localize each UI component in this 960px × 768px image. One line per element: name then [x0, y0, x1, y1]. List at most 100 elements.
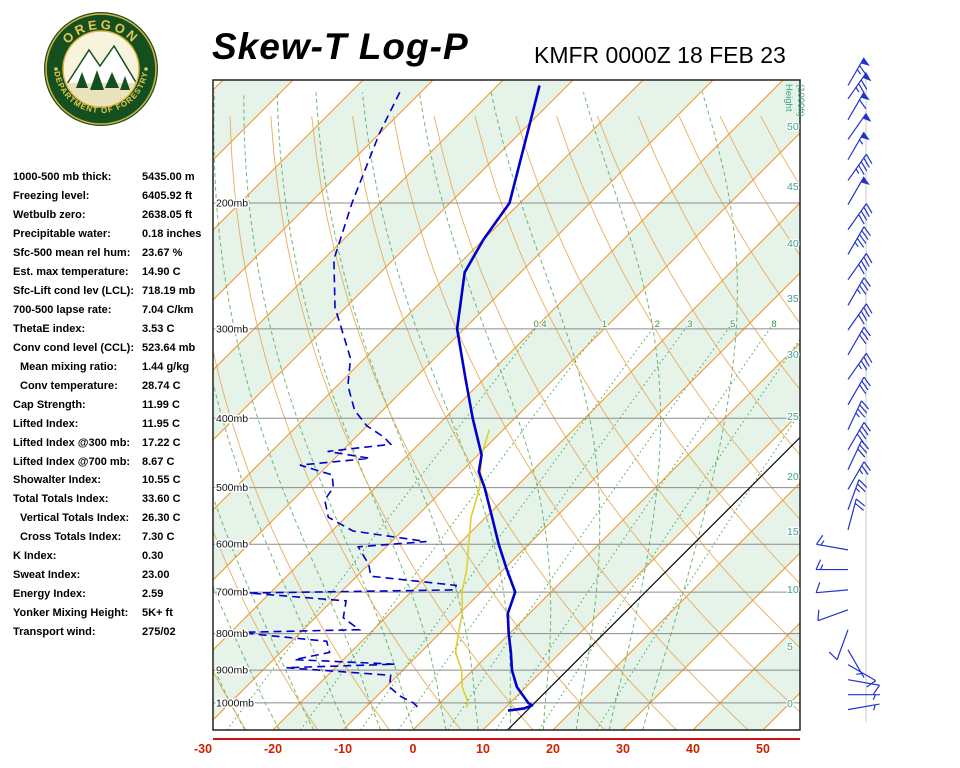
odf-logo-svg: OREGON DEPARTMENT OF FORESTRY: [44, 12, 158, 126]
svg-text:800mb: 800mb: [216, 628, 248, 640]
max-temp-line: [507, 436, 800, 730]
index-label: Showalter Index:: [13, 474, 102, 487]
index-value: 26.30 C: [142, 512, 181, 525]
svg-text:700mb: 700mb: [216, 587, 248, 599]
index-row: Transport wind: 275/02: [13, 623, 213, 642]
index-label: Lifted Index @300 mb:: [13, 436, 131, 449]
svg-text:2: 2: [655, 319, 660, 330]
index-row: Mean mixing ratio: 1.44 g/kg: [13, 357, 213, 376]
index-value: 5435.00 m: [142, 171, 195, 184]
index-label: Transport wind:: [13, 625, 96, 638]
index-label: Conv temperature:: [20, 379, 118, 392]
background-bands: [213, 80, 800, 730]
svg-text:0: 0: [410, 742, 417, 756]
index-value: 7.30 C: [142, 531, 175, 544]
odf-logo: OREGON DEPARTMENT OF FORESTRY: [42, 10, 160, 128]
logo-tree: [90, 70, 104, 90]
height-axis-title: (1000ft): [795, 84, 806, 117]
index-row: ThetaE index: 3.53 C: [13, 320, 213, 339]
svg-text:200mb: 200mb: [216, 198, 248, 210]
index-value: 7.04 C/km: [142, 304, 194, 317]
index-row: Total Totals Index: 33.60 C: [13, 490, 213, 509]
mixing-ratio-labels: 0.4 1 2 3 5 8: [532, 318, 778, 332]
index-row: Cross Totals Index: 7.30 C: [13, 528, 213, 547]
mixing-ratio-lines: [226, 319, 800, 730]
svg-text:25: 25: [787, 411, 799, 423]
index-value: 2.59: [142, 588, 164, 601]
index-label: Lifted Index @700 mb:: [13, 455, 131, 468]
index-value: 33.60 C: [142, 493, 181, 506]
index-row: Cap Strength: 11.99 C: [13, 395, 213, 414]
logo-gold-ring-outer: [45, 13, 157, 125]
plot-area: [213, 80, 800, 730]
index-label: Cross Totals Index:: [20, 531, 122, 544]
index-value: 23.67 %: [142, 247, 183, 260]
index-value: 23.00: [142, 569, 170, 582]
index-label: Conv cond level (CCL):: [13, 341, 135, 354]
index-row: Sfc-Lift cond lev (LCL): 718.19 mb: [13, 282, 213, 301]
index-label: Total Totals Index:: [13, 493, 109, 506]
index-value: 2638.05 ft: [142, 209, 193, 222]
index-row: Energy Index: 2.59: [13, 585, 213, 604]
svg-text:-10: -10: [334, 742, 352, 756]
indices-panel: 1000-500 mb thick: 5435.00 m Freezing leve…: [13, 168, 213, 641]
svg-text:40: 40: [686, 742, 700, 756]
svg-text:300mb: 300mb: [216, 323, 248, 335]
svg-text:600mb: 600mb: [216, 539, 248, 551]
index-value: 5K+ ft: [142, 607, 173, 620]
svg-text:20: 20: [787, 471, 799, 483]
index-row: Lifted Index @700 mb: 8.67 C: [13, 452, 213, 471]
index-label: Energy Index:: [13, 588, 86, 601]
index-row: Wetbulb zero: 2638.05 ft: [13, 206, 213, 225]
svg-text:0.4: 0.4: [534, 319, 547, 330]
station-datetime: KMFR 0000Z 18 FEB 23: [534, 42, 786, 68]
index-label: Lifted Index:: [13, 417, 79, 430]
wind-barbs: [815, 57, 881, 711]
index-row: 1000-500 mb thick: 5435.00 m: [13, 168, 213, 187]
index-row: Conv cond level (CCL): 523.64 mb: [13, 338, 213, 357]
isotherms: [213, 80, 800, 730]
index-label: 700-500 lapse rate:: [13, 304, 112, 317]
logo-tree: [120, 76, 130, 90]
index-row: Showalter Index: 10.55 C: [13, 471, 213, 490]
index-row: Vertical Totals Index: 26.30 C: [13, 509, 213, 528]
index-value: 3.53 C: [142, 322, 175, 335]
svg-text:20: 20: [546, 742, 560, 756]
page-title: Skew-T Log-P: [212, 26, 469, 67]
index-value: 275/02: [142, 625, 176, 638]
svg-text:5: 5: [730, 319, 735, 330]
dewpoint-profile: [237, 91, 458, 709]
index-row: Precipitable water: 0.18 inches: [13, 225, 213, 244]
index-value: 523.64 mb: [142, 341, 196, 354]
svg-text:400mb: 400mb: [216, 413, 248, 425]
svg-text:50: 50: [756, 742, 770, 756]
logo-ground: [64, 83, 138, 106]
index-value: 718.19 mb: [142, 285, 196, 298]
index-value: 17.22 C: [142, 436, 181, 449]
svg-text:5: 5: [787, 641, 793, 653]
svg-text:500mb: 500mb: [216, 482, 248, 494]
index-value: 11.99 C: [142, 398, 180, 411]
plot-border: [212, 79, 801, 731]
svg-text:30: 30: [787, 349, 799, 361]
index-row: Yonker Mixing Height: 5K+ ft: [13, 604, 213, 623]
index-value: 11.95 C: [142, 417, 180, 430]
index-label: Sfc-500 mean rel hum:: [13, 247, 131, 260]
index-row: Sfc-500 mean rel hum: 23.67 %: [13, 244, 213, 263]
index-row: K Index: 0.30: [13, 547, 213, 566]
index-label: K Index:: [13, 550, 57, 563]
logo-tree: [76, 72, 88, 88]
index-label: Yonker Mixing Height:: [13, 607, 129, 620]
index-label: Vertical Totals Index:: [20, 512, 130, 525]
index-row: Lifted Index @300 mb: 17.22 C: [13, 433, 213, 452]
index-row: Sweat Index: 23.00: [13, 566, 213, 585]
index-label: Cap Strength:: [13, 398, 86, 411]
index-value: 0.18 inches: [142, 228, 202, 241]
index-label: ThetaE index:: [13, 322, 86, 335]
pressure-axis-labels: 200mb 300mb 400mb 500mb 600mb 700mb 800mb 900mb…: [215, 196, 256, 711]
svg-text:10: 10: [476, 742, 490, 756]
wetbulb-profile: [454, 429, 491, 708]
logo-side-dot: [144, 67, 148, 71]
